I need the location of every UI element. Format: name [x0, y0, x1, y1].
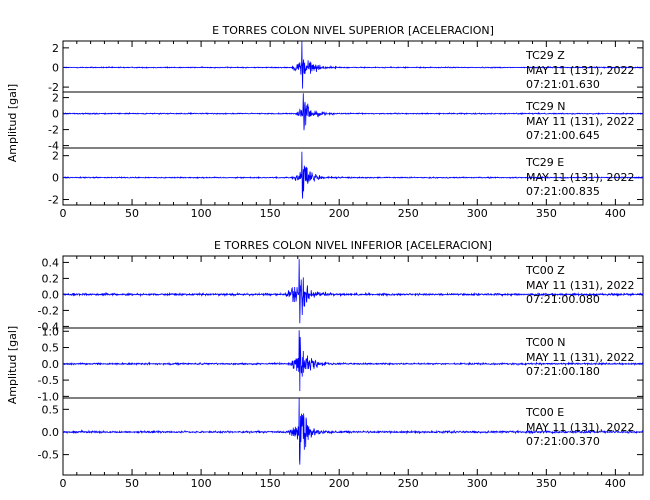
x-tick-label: 100: [191, 207, 212, 220]
trace-station-component: TC29 Z: [525, 49, 565, 62]
y-tick-label: -2: [48, 81, 59, 94]
y-tick-label: -4: [48, 140, 59, 153]
y-axis-label: Amplitud [gal]: [6, 326, 19, 404]
chart-panel-1: E TORRES COLON NIVEL SUPERIOR [ACELERACI…: [6, 24, 644, 220]
y-tick-label: 0: [52, 172, 59, 185]
y-tick-label: -0.2: [38, 304, 59, 317]
y-tick-label: 0.4: [42, 256, 60, 269]
x-tick-label: 150: [260, 477, 281, 490]
trace-tc00-e: 0.5 0.0 -0.5 TC00 E MAY 11 (131), 202207:21:…: [38, 397, 644, 465]
y-tick-label: 0.0: [42, 358, 60, 371]
waveform-line: [62, 151, 644, 199]
x-tick-label: 50: [125, 477, 139, 490]
waveform-line: [62, 397, 644, 465]
trace-station-component: TC29 N: [525, 100, 565, 113]
y-tick-label: 0.5: [42, 403, 60, 416]
x-tick-label: 100: [191, 477, 212, 490]
chart-panel-2: E TORRES COLON NIVEL INFERIOR [ACELERACI…: [6, 239, 644, 490]
chart-title: E TORRES COLON NIVEL INFERIOR [ACELERACI…: [214, 239, 492, 252]
trace-tc29-n: 2 0 -2 -4 TC29 N MAY 11 (131), 202207:21:00.6…: [48, 91, 644, 153]
y-tick-label: 2: [52, 42, 59, 55]
trace-time: 07:21:00.370: [526, 435, 600, 448]
trace-tc00-n: 1.0 0.5 0.0 -0.5 -1.0 TC00 N MAY 11 (131), 202…: [38, 325, 644, 403]
y-tick-label: -0.4: [38, 320, 59, 333]
x-tick-label: 250: [398, 207, 419, 220]
y-tick-label: -0.5: [38, 449, 59, 462]
y-tick-label: -1.0: [38, 390, 59, 403]
trace-time: 07:21:00.080: [526, 293, 600, 306]
trace-date: MAY 11 (131), 2022: [526, 115, 634, 128]
waveform-line: [62, 259, 644, 324]
waveform-line: [62, 93, 644, 131]
x-tick-label: 0: [60, 477, 67, 490]
y-tick-label: -2: [48, 124, 59, 137]
x-tick-label: 0: [60, 207, 67, 220]
x-tick-label: 400: [605, 477, 626, 490]
trace-station-component: TC00 Z: [525, 264, 565, 277]
x-tick-label: 350: [536, 207, 557, 220]
trace-date: MAY 11 (131), 2022: [526, 64, 634, 77]
y-tick-label: 0: [52, 61, 59, 74]
y-tick-label: -2: [48, 194, 59, 207]
trace-time: 07:21:00.645: [526, 129, 600, 142]
y-tick-label: 0.0: [42, 426, 60, 439]
y-tick-label: 0.0: [42, 288, 60, 301]
y-tick-label: 0.2: [42, 272, 60, 285]
y-axis-label: Amplitud [gal]: [6, 84, 19, 162]
x-tick-label: 250: [398, 477, 419, 490]
trace-time: 07:21:00.180: [526, 365, 600, 378]
trace-date: MAY 11 (131), 2022: [526, 279, 634, 292]
waveform-line: [62, 330, 644, 392]
trace-station-component: TC29 E: [525, 156, 564, 169]
chart-title: E TORRES COLON NIVEL SUPERIOR [ACELERACI…: [212, 24, 494, 37]
x-tick-label: 200: [329, 477, 350, 490]
waveform-line: [62, 41, 644, 89]
x-tick-label: 300: [467, 207, 488, 220]
trace-tc00-z: 0.4 0.2 0.0 -0.2 -0.4 TC00 Z MAY 11 (131), 202…: [38, 256, 644, 333]
trace-station-component: TC00 E: [525, 406, 564, 419]
trace-time: 07:21:01.630: [526, 78, 600, 91]
y-tick-label: 2: [52, 150, 59, 163]
trace-date: MAY 11 (131), 2022: [526, 171, 634, 184]
trace-station-component: TC00 N: [525, 336, 565, 349]
y-tick-label: 0.5: [42, 342, 60, 355]
y-tick-label: -0.5: [38, 374, 59, 387]
x-tick-label: 300: [467, 477, 488, 490]
trace-date: MAY 11 (131), 2022: [526, 351, 634, 364]
trace-date: MAY 11 (131), 2022: [526, 421, 634, 434]
y-tick-label: 1.0: [42, 325, 60, 338]
x-tick-label: 200: [329, 207, 350, 220]
y-tick-label: 0: [52, 108, 59, 121]
x-tick-label: 150: [260, 207, 281, 220]
x-tick-label: 350: [536, 477, 557, 490]
x-tick-label: 50: [125, 207, 139, 220]
y-tick-label: 2: [52, 92, 59, 105]
trace-time: 07:21:00.835: [526, 185, 600, 198]
x-tick-label: 400: [605, 207, 626, 220]
